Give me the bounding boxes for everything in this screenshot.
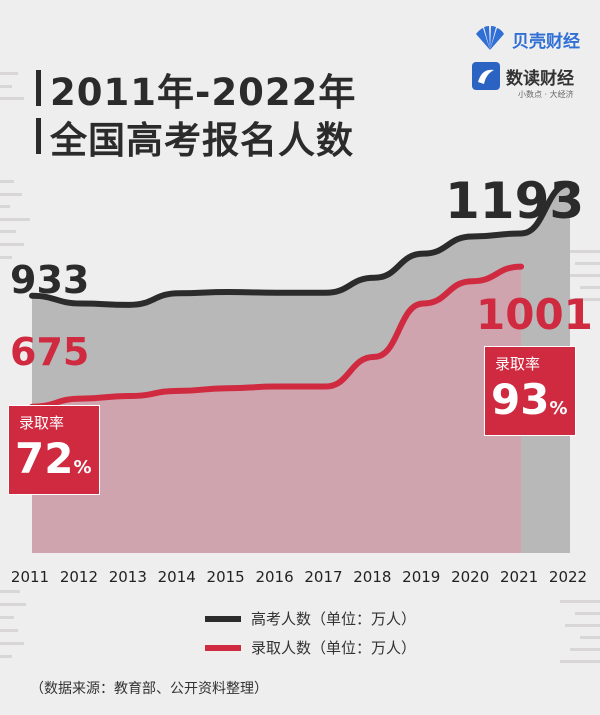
legend-label: 高考人数（单位：万人） [251,610,417,628]
logo-text: 贝壳财经 [512,31,580,52]
logo-text: 数读财经 [506,68,574,89]
decor-dash [0,629,18,632]
decor-dash [575,612,600,615]
x-tick-label: 2019 [402,568,440,586]
title-line-2: 全国高考报名人数 [50,119,354,162]
legend-admitted: 录取人数（单位：万人） [205,637,416,658]
legend-swatch [205,644,241,651]
x-tick-label: 2020 [451,568,489,586]
decor-dash [0,180,14,183]
decor-dash [0,218,30,221]
decor-dash [0,256,12,259]
admitted-line [29,263,525,410]
decor-dash [0,85,12,88]
decor-dash [565,250,600,253]
source-note: （数据来源：教育部、公开资料整理） [30,681,268,697]
title-bar [36,118,41,154]
x-tick-label: 2017 [304,568,342,586]
x-tick-label: 2021 [500,568,538,586]
rate-box-2021: 录取率 93% [484,346,576,436]
label-applicants-2011: 933 [10,258,90,302]
legend-label: 录取人数（单位：万人） [251,639,417,657]
x-tick-label: 2014 [158,568,196,586]
admitted-area [32,266,522,553]
decor-dash [575,262,600,265]
decor-dash [0,193,22,196]
rate-value: 93% [491,375,568,424]
decor-dash [0,616,14,619]
decor-dash [560,660,600,663]
label-applicants-2022: 1193 [445,172,585,230]
decor-dash [0,230,16,233]
x-tick-label: 2011 [11,568,49,586]
x-tick-label: 2018 [353,568,391,586]
rate-value: 72% [15,434,92,483]
decor-dash [570,298,600,301]
logo-subtitle: 小数点 · 大经济 [518,90,574,99]
shudu-logo: 数读财经 小数点 · 大经济 [472,62,574,99]
shell-icon [476,26,504,50]
x-tick-label: 2013 [109,568,147,586]
legend-swatch [205,615,241,622]
decor-dash [0,603,26,606]
rate-label: 录取率 [495,355,541,373]
decor-dash [0,590,20,593]
decor-dash [0,642,24,645]
decor-dash [0,205,10,208]
x-tick-label: 2015 [207,568,245,586]
decor-dash [0,243,24,246]
title-line-1: 2011年-2022年 [50,71,357,114]
decor-dash [565,624,600,627]
area-chart: 2011 2012 2013 2014 2015 2016 2017 2018 2019 2020… [11,181,587,586]
decor-dash [560,600,600,603]
title-bar [36,70,41,106]
x-tick-label: 2012 [60,568,98,586]
label-admitted-2021: 1001 [476,290,593,339]
x-tick-label: 2022 [549,568,587,586]
decor-dash [0,97,24,100]
rate-label: 录取率 [19,414,65,432]
shudu-icon [472,62,500,90]
beike-logo: 贝壳财经 [472,26,580,52]
decor-dash [560,274,600,277]
x-tick-label: 2016 [255,568,293,586]
rate-box-2011: 录取率 72% [8,405,100,495]
legend-applicants: 高考人数（单位：万人） [205,608,416,629]
decor-dash [580,636,600,639]
decor-dash [570,648,600,651]
decor-dash [580,286,600,289]
decor-dash [0,72,18,75]
decor-dash [0,655,12,658]
label-admitted-2011: 675 [10,330,90,374]
